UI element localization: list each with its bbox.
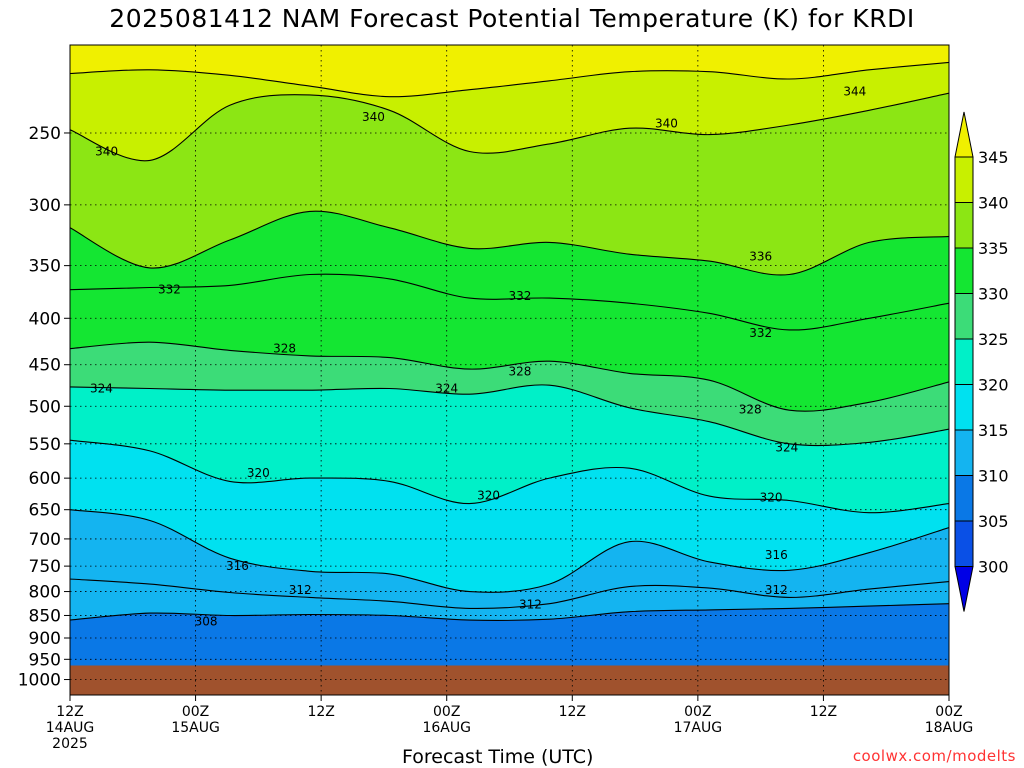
x-tick-label: 00Z <box>935 704 962 720</box>
colorbar-tick-label: 310 <box>978 467 1009 486</box>
colorbar-tick-label: 345 <box>978 148 1009 167</box>
y-tick-label: 600 <box>29 469 61 489</box>
y-tick-label: 950 <box>29 650 61 670</box>
y-tick-label: 550 <box>29 435 61 455</box>
x-tick-label: 00Z <box>433 704 460 720</box>
contour-label: 340 <box>362 110 385 124</box>
colorbar-tick-label: 325 <box>978 330 1009 349</box>
colorbar-segment <box>954 202 974 249</box>
y-tick-label: 250 <box>29 124 61 144</box>
colorbar-tick-label: 340 <box>978 194 1009 213</box>
y-tick-label: 900 <box>29 629 61 649</box>
x-tick-label: 14AUG <box>46 720 95 736</box>
contour-label: 312 <box>765 583 788 597</box>
colorbar-tick-label: 315 <box>978 421 1009 440</box>
contour-332 <box>70 273 949 331</box>
contour-label: 316 <box>765 548 788 562</box>
x-tick-label: 16AUG <box>422 720 471 736</box>
contour-320 <box>70 439 949 514</box>
contour-labels: 340 340 340 344 336 332 332 332 328 328 328 324 324 3… <box>90 84 866 628</box>
contour-344 <box>70 61 949 98</box>
contour-label: 320 <box>477 488 500 502</box>
contour-label: 324 <box>775 440 798 454</box>
contour-312 <box>70 578 949 610</box>
colorbar-extend-top <box>954 111 974 158</box>
x-tick-label: 2025 <box>52 736 88 752</box>
contour-label: 316 <box>226 559 249 573</box>
colorbar-segment <box>954 247 974 294</box>
y-tick-label: 750 <box>29 557 61 577</box>
colorbar-tick-label: 305 <box>978 512 1009 531</box>
colorbar-tick-label: 330 <box>978 285 1009 304</box>
contour-316 <box>70 509 949 593</box>
x-tick-label: 00Z <box>684 704 711 720</box>
contour-label: 324 <box>90 382 113 396</box>
colorbar-tick-label: 335 <box>978 239 1009 258</box>
colorbar-segment <box>954 475 974 522</box>
x-axis-label: Forecast Time (UTC) <box>402 746 594 768</box>
contour-label: 332 <box>158 283 181 297</box>
x-tick-label: 12Z <box>56 704 83 720</box>
contour-308 <box>70 603 949 621</box>
contour-lines <box>70 61 949 621</box>
contour-label: 332 <box>749 326 772 340</box>
contour-label: 320 <box>247 466 270 480</box>
y-tick-label: 850 <box>29 606 61 626</box>
y-tick-label: 800 <box>29 583 61 603</box>
below-ground-region <box>70 665 949 695</box>
x-tick-label: 15AUG <box>171 720 220 736</box>
x-tick-label: 12Z <box>810 704 837 720</box>
contour-label: 312 <box>519 598 542 612</box>
x-tick-label: 17AUG <box>674 720 723 736</box>
filled-bands <box>70 45 949 695</box>
contour-label: 340 <box>95 144 118 158</box>
contour-328 <box>70 341 949 412</box>
colorbar-segment <box>954 338 974 385</box>
chart-title: 2025081412 NAM Forecast Potential Temper… <box>109 4 915 33</box>
plot-frame <box>69 44 950 696</box>
contour-label: 340 <box>655 116 678 130</box>
credit-link[interactable]: coolwx.com/modelts <box>852 747 1016 765</box>
y-tick-label: 700 <box>29 530 61 550</box>
y-tick-label: 500 <box>29 397 61 417</box>
contour-324 <box>70 384 949 447</box>
contour-label: 312 <box>289 583 312 597</box>
colorbar-segment <box>954 520 974 567</box>
colorbar-segment <box>954 156 974 203</box>
colorbar-extend-bottom <box>954 566 974 612</box>
contour-label: 320 <box>760 490 783 504</box>
y-tick-label: 1000 <box>18 671 61 691</box>
contour-label: 328 <box>509 365 532 379</box>
x-tick-label: 12Z <box>559 704 586 720</box>
contour-label: 328 <box>739 402 762 416</box>
colorbar-tick-label: 320 <box>978 376 1009 395</box>
x-tick-label: 12Z <box>307 704 334 720</box>
colorbar-segment <box>954 429 974 476</box>
contour-label: 328 <box>273 342 296 356</box>
y-axis: 250 300 350 400 450 500 550 600 650 700 750 800 850 9… <box>18 124 70 691</box>
contour-340 <box>70 92 949 162</box>
y-tick-label: 300 <box>29 196 61 216</box>
y-tick-label: 400 <box>29 309 61 329</box>
y-tick-label: 450 <box>29 356 61 376</box>
colorbar-tick-label: 300 <box>978 558 1009 577</box>
contour-label: 308 <box>195 614 218 628</box>
x-tick-label: 18AUG <box>925 720 974 736</box>
colorbar-segment <box>954 293 974 340</box>
contour-label: 344 <box>843 84 866 98</box>
y-tick-label: 350 <box>29 257 61 277</box>
colorbar-segment <box>954 384 974 431</box>
colorbar: 300 305 310 315 320 325 330 335 340 345 <box>954 111 1009 612</box>
contour-label: 336 <box>749 250 772 264</box>
x-tick-label: 00Z <box>182 704 209 720</box>
contour-label: 332 <box>509 289 532 303</box>
contour-label: 324 <box>435 382 458 396</box>
y-tick-label: 650 <box>29 501 61 521</box>
contour-336 <box>70 210 949 276</box>
